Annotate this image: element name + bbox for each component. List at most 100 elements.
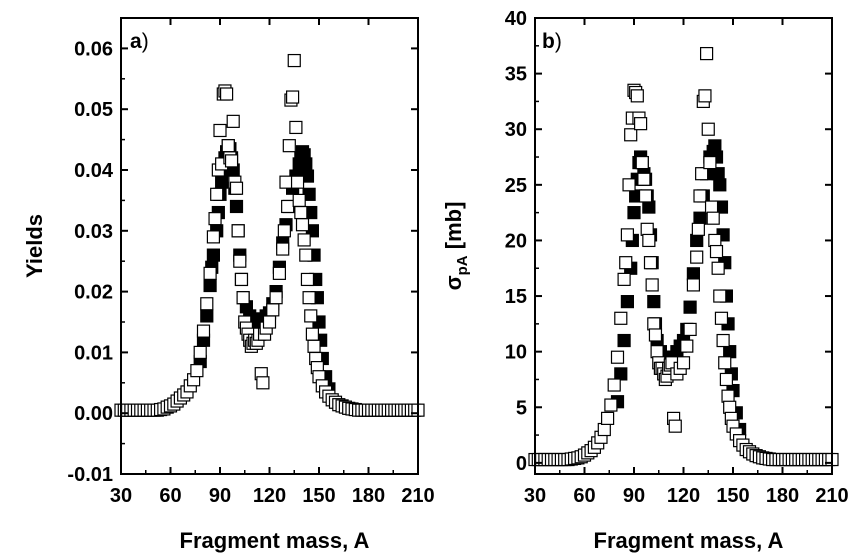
y-tick-label: 5	[516, 397, 527, 419]
y-axis-title: σpA [mb]	[441, 202, 471, 291]
open-square-point	[292, 193, 306, 207]
open-square-point	[610, 350, 625, 364]
filled-square-point	[686, 267, 701, 281]
panel-paren: )	[555, 30, 562, 53]
open-square-point	[299, 248, 313, 262]
x-tick-label: 180	[352, 485, 385, 507]
open-square-point	[286, 90, 300, 104]
y-tick-label: 0	[516, 453, 527, 475]
filled-square-point	[693, 211, 707, 225]
open-square-point	[668, 419, 682, 433]
open-square-point	[676, 356, 691, 370]
x-tick-label: 210	[401, 485, 434, 507]
filled-square-point	[642, 200, 656, 214]
open-square-point	[210, 187, 224, 201]
open-square-point	[200, 297, 214, 311]
open-square-point	[680, 339, 694, 353]
filled-square-point	[203, 278, 217, 293]
open-square-point	[206, 230, 220, 244]
open-square-point	[620, 228, 635, 242]
open-square-point	[708, 233, 722, 248]
y-tick-label: 0.06	[74, 38, 113, 60]
open-square-point	[233, 254, 247, 268]
x-axis-title: Fragment mass, A	[594, 528, 784, 553]
open-square-point	[635, 155, 649, 170]
filled-square-point	[229, 199, 244, 214]
open-square-point	[723, 400, 737, 414]
open-square-point	[690, 250, 704, 264]
y-tick-label: -0.01	[67, 464, 113, 486]
open-square-point	[266, 303, 280, 317]
y-tick-label: 40	[505, 8, 527, 30]
open-square-point	[624, 128, 638, 142]
open-square-point	[231, 224, 245, 238]
panel-letter: a	[130, 30, 142, 53]
y-axis-title-main: σ	[441, 275, 466, 290]
y-tick-label: 0.03	[74, 221, 113, 243]
chart-panel-b: 30 60 90 120 150 180 210 0 5 10 15 20 25 30 35 40 Fragme…	[441, 8, 849, 553]
open-square-point	[226, 114, 240, 128]
open-square-point	[645, 278, 659, 292]
open-square-point	[704, 200, 719, 214]
open-square-point	[604, 398, 618, 412]
filled-square-point	[690, 233, 704, 248]
open-square-point	[305, 327, 319, 341]
open-square-point	[287, 53, 301, 68]
open-square-point	[272, 266, 286, 280]
open-square-point	[650, 345, 664, 359]
x-tick-label: 150	[302, 485, 335, 507]
open-square-point	[638, 189, 653, 203]
open-square-point	[297, 233, 311, 247]
x-tick-label: 90	[209, 485, 231, 507]
open-square-point	[307, 339, 321, 353]
open-square-point	[719, 372, 734, 387]
panel-label: a)	[130, 30, 149, 53]
open-square-point	[229, 181, 244, 195]
open-square-point	[236, 291, 250, 305]
open-square-point	[716, 333, 730, 348]
open-square-point	[633, 117, 648, 131]
chart-panel-a: 30 60 90 120 150 180 210 -0.01 0.00 0.01 0.02 0.03 0…	[22, 17, 435, 553]
open-square-point	[300, 272, 315, 287]
filled-square-point	[299, 157, 313, 171]
y-axis-title-subscript: pA	[454, 255, 471, 275]
open-square-point	[614, 311, 628, 325]
x-tick-label: 150	[716, 485, 749, 507]
x-tick-label: 180	[766, 485, 799, 507]
x-tick-label: 30	[110, 485, 132, 507]
filled-square-point	[708, 139, 722, 153]
open-square-point	[276, 242, 290, 256]
open-square-point	[706, 211, 720, 225]
y-tick-label: 0.01	[74, 342, 113, 364]
y-tick-label: 0.05	[74, 99, 113, 121]
open-square-point	[619, 256, 633, 270]
open-square-point	[262, 315, 277, 329]
open-square-point	[718, 356, 732, 370]
y-tick-label: 0.00	[74, 403, 113, 425]
open-square-point	[709, 244, 724, 259]
open-square-point	[294, 205, 308, 220]
y-axis-title-units: [mb]	[441, 202, 466, 256]
x-tick-label: 120	[253, 485, 286, 507]
y-tick-label: 0.02	[74, 282, 113, 304]
panel-letter: b	[542, 30, 555, 53]
open-square-point	[295, 218, 310, 232]
y-axis-title-main: Yields	[22, 214, 47, 278]
open-square-point	[213, 123, 227, 138]
open-square-point	[302, 291, 316, 305]
open-square-point	[190, 364, 204, 378]
y-tick-label: 15	[505, 286, 527, 308]
open-square-point	[281, 199, 295, 214]
open-square-point	[701, 122, 715, 136]
open-square-point	[622, 178, 636, 192]
filled-square-point	[723, 345, 737, 359]
y-tick-label: 35	[505, 64, 527, 86]
x-tick-label: 210	[815, 485, 848, 507]
filled-square-point	[215, 175, 229, 189]
filled-square-point	[620, 295, 635, 309]
y-tick-label: 20	[505, 230, 527, 252]
open-square-point	[686, 278, 701, 292]
open-square-point	[630, 89, 644, 103]
filled-square-point	[206, 248, 220, 262]
